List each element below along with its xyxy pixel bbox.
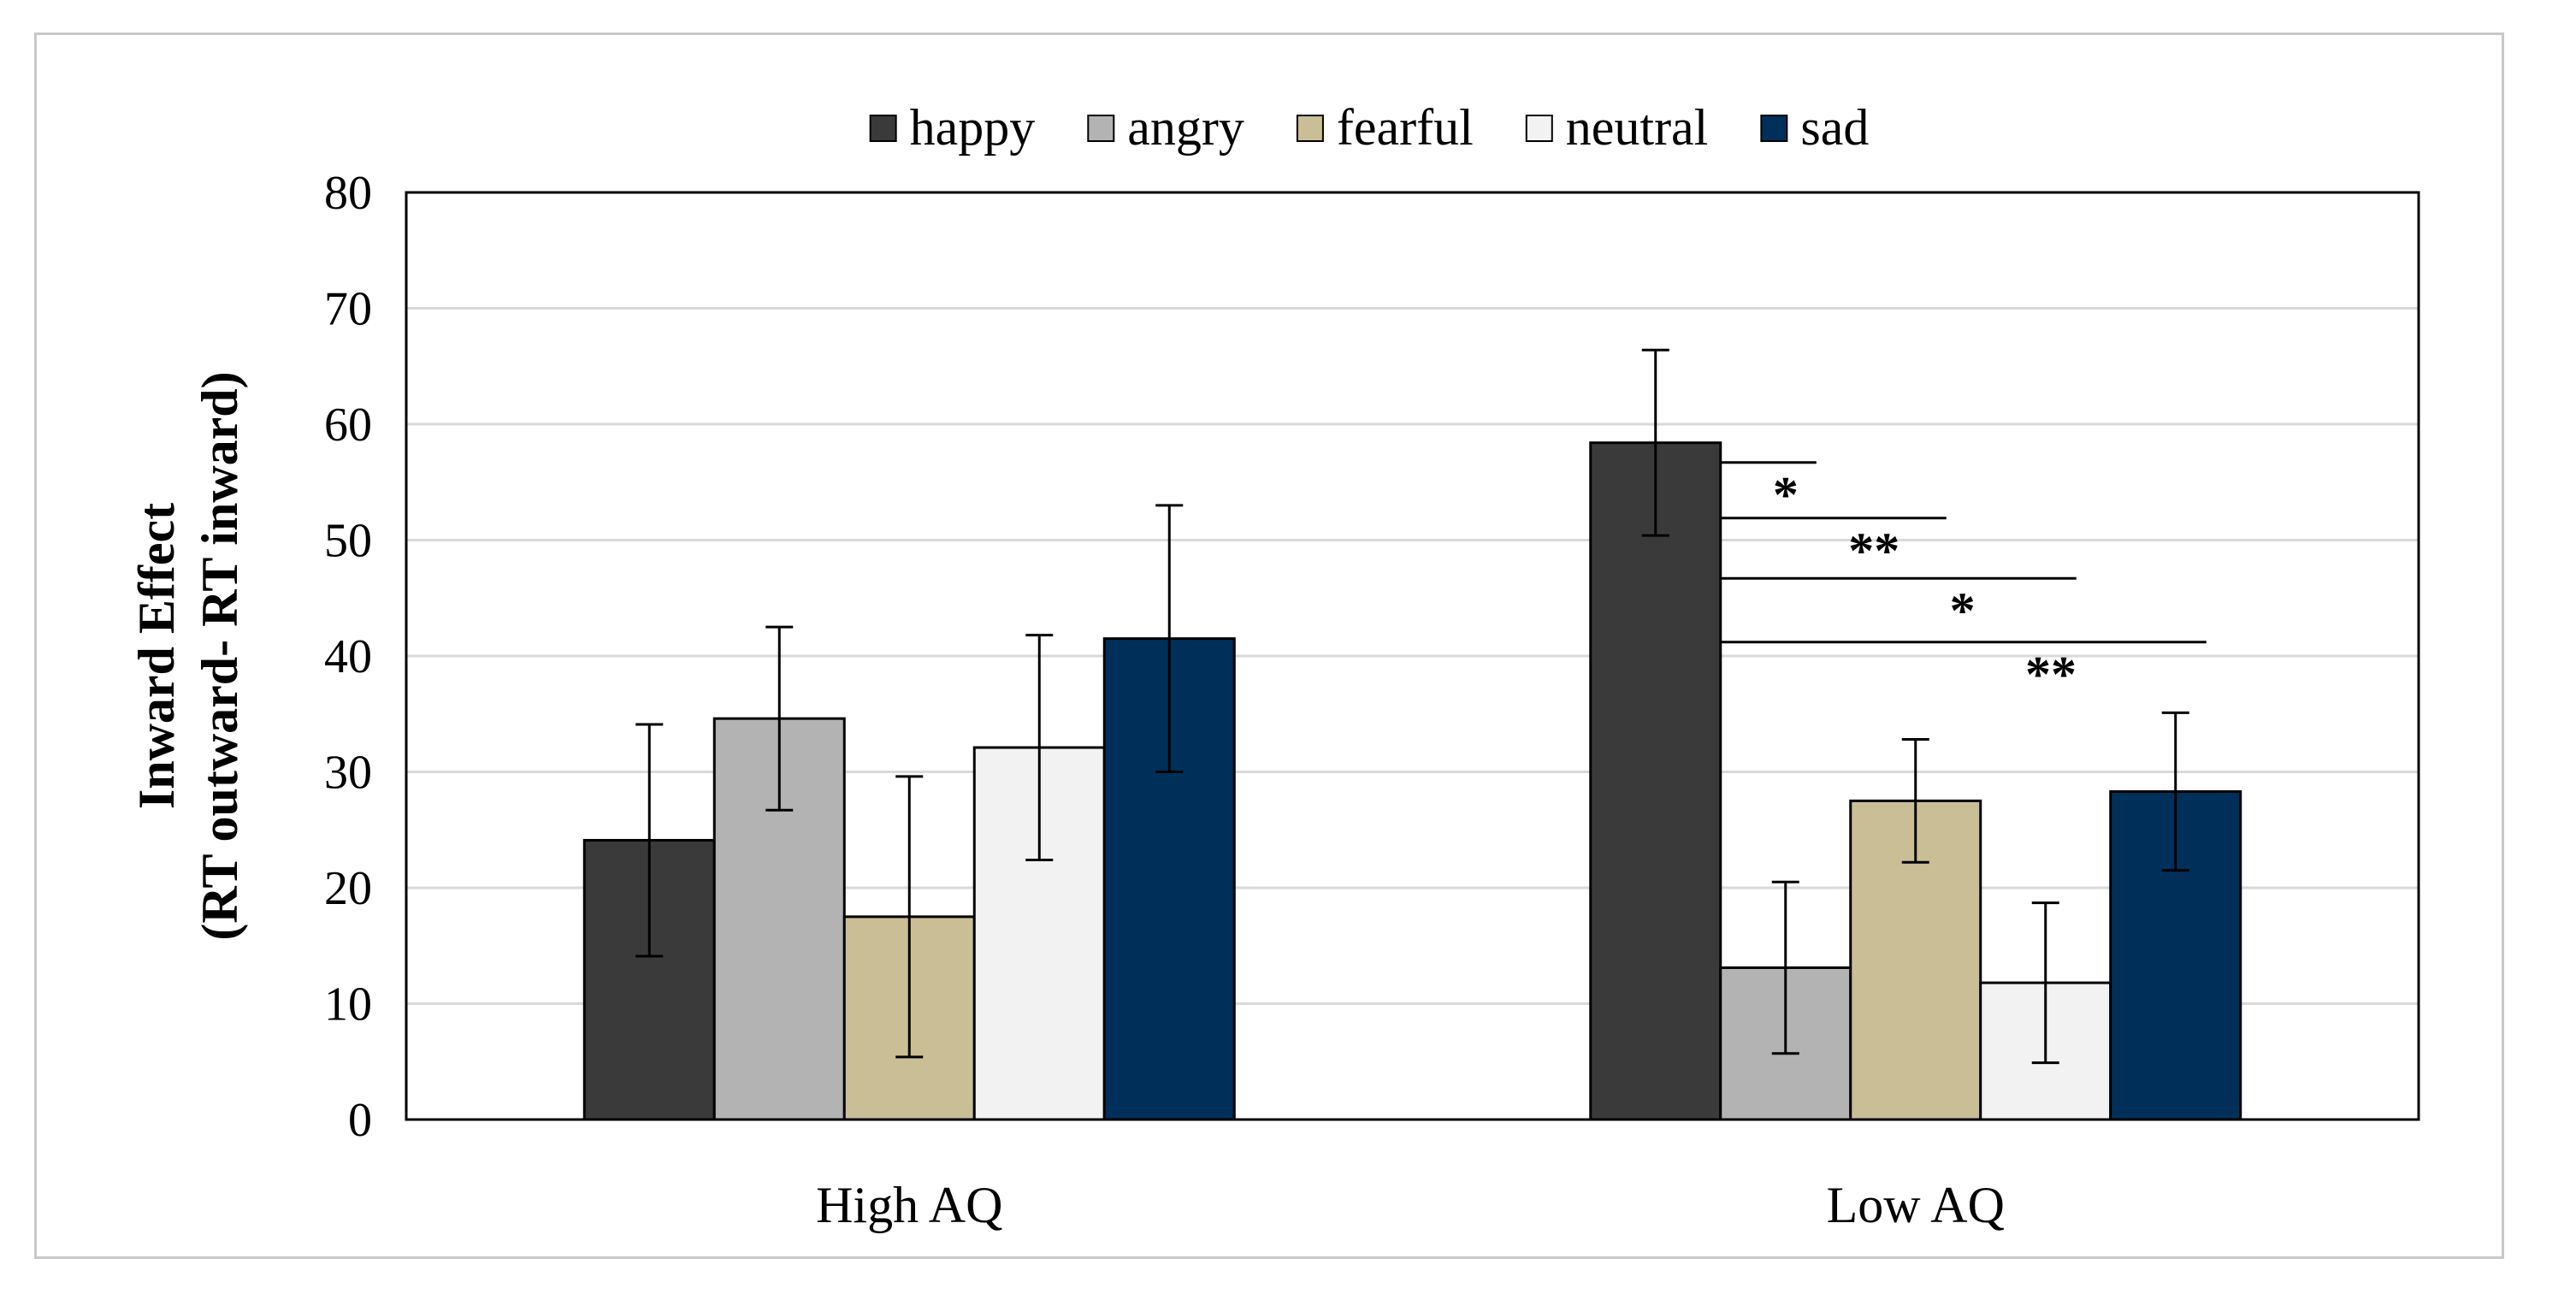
error-bar-low-aq-angry (1771, 880, 1799, 1055)
error-bar-high-aq-fearful (895, 775, 924, 1059)
legend-swatch-angry (1087, 115, 1115, 142)
significance-label-4: ** (2025, 647, 2077, 703)
significance-label-3: * (1950, 582, 1976, 639)
error-bar-high-aq-angry (765, 625, 794, 812)
y-tick-label-10: 10 (324, 978, 372, 1031)
legend-label-fearful: fearful (1337, 99, 1474, 156)
legend-item-angry: angry (1087, 99, 1244, 156)
error-bar-low-aq-neutral (2031, 901, 2059, 1065)
y-tick-label-50: 50 (324, 515, 372, 568)
legend-label-angry: angry (1127, 99, 1244, 156)
legend-label-neutral: neutral (1566, 99, 1709, 156)
legend-item-neutral: neutral (1525, 99, 1709, 156)
legend-swatch-neutral (1525, 115, 1553, 142)
legend-label-sad: sad (1800, 99, 1869, 156)
y-tick-label-40: 40 (324, 630, 372, 683)
y-tick-label-70: 70 (324, 283, 372, 336)
chart-frame: * ** * ** 0 10 20 30 40 50 60 70 80 Inward Effect (RT… (34, 32, 2504, 1259)
legend-label-happy: happy (910, 99, 1036, 156)
significance-label-2: ** (1848, 523, 1900, 579)
error-bar-low-aq-fearful (1901, 738, 1929, 864)
error-bar-high-aq-sad (1155, 504, 1184, 773)
y-tick-label-60: 60 (324, 399, 372, 452)
error-bar-low-aq-sad (2161, 711, 2189, 872)
legend-item-happy: happy (869, 99, 1036, 156)
legend-swatch-happy (869, 115, 897, 142)
error-bar-high-aq-neutral (1025, 634, 1054, 861)
plot-border (405, 191, 2420, 1121)
bars (582, 441, 2242, 1121)
bar-low-aq-happy (1589, 441, 1722, 1121)
legend-swatch-fearful (1296, 115, 1324, 142)
legend-item-sad: sad (1760, 99, 1869, 156)
error-bar-high-aq-happy (635, 723, 664, 958)
x-tick-label-low-aq: Low AQ (1827, 1177, 2005, 1233)
legend-swatch-sad (1760, 115, 1788, 142)
y-axis-title: Inward Effect (RT outward- RT inward) (128, 371, 248, 940)
y-tick-label-80: 80 (324, 167, 372, 220)
y-tick-label-20: 20 (324, 862, 372, 915)
y-tick-label-0: 0 (348, 1094, 372, 1147)
significance-label-1: * (1773, 467, 1799, 523)
axes: 0 10 20 30 40 50 60 70 80 Inward Effect (RT outwar… (128, 167, 2420, 1233)
y-axis-title-line-2: (RT outward- RT inward) (192, 371, 248, 940)
y-axis-title-line-1: Inward Effect (128, 503, 185, 809)
error-bar-low-aq-happy (1641, 348, 1669, 537)
legend: happy angry fearful neutral sad (869, 99, 1869, 156)
y-tick-label-30: 30 (324, 747, 372, 800)
x-tick-label-high-aq: High AQ (816, 1177, 1002, 1233)
significance-markers: ****** (1720, 461, 2207, 703)
error-bars (635, 348, 2189, 1065)
legend-item-fearful: fearful (1296, 99, 1474, 156)
